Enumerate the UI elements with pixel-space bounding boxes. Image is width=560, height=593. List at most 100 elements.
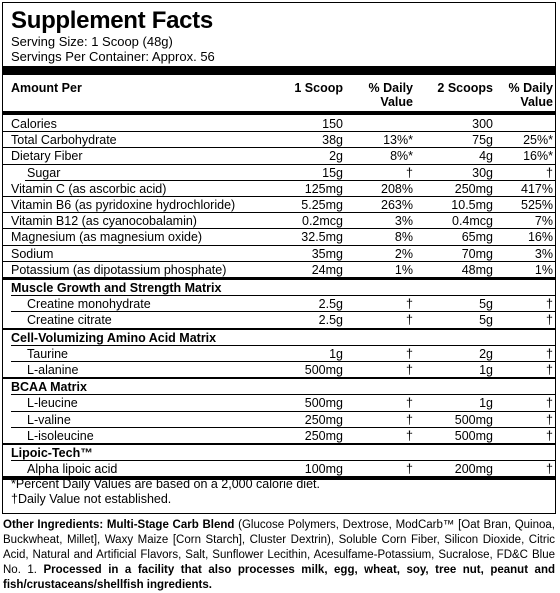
daily-value-2-scoops: 3% [534,246,553,261]
amount-1-scoop: 250mg [304,412,343,427]
amount-2-scoops: 250mg [454,181,493,196]
daily-value-2-scoops: 16%* [523,149,553,164]
daily-value-2-scoops: † [546,428,553,443]
nutrient-name: Total Carbohydrate [11,133,117,148]
daily-value-1-scoop: 2% [394,246,413,261]
section-title: Cell-Volumizing Amino Acid Matrix [11,330,217,345]
amount-2-scoops: 200mg [454,462,493,477]
dv2-header: % Daily Value [508,81,553,109]
section-title: Lipoic-Tech™ [11,446,93,460]
servings-per-container: Servings Per Container: Approx. 56 [11,49,215,64]
amount-1-scoop: 500mg [304,396,343,411]
section-divider [3,443,555,445]
daily-value-2-scoops: 25%* [523,133,553,148]
nutrient-name: Sodium [11,246,54,261]
section-divider [3,476,555,480]
row-divider [3,261,555,262]
daily-value-2-scoops: 1% [534,262,553,277]
nutrient-name: L-alanine [27,363,79,377]
daily-value-2-scoops: 16% [527,230,553,245]
daily-value-1-scoop: 1% [394,262,413,277]
daily-value-1-scoop: † [406,297,413,312]
daily-value-1-scoop: 8%* [390,149,413,164]
daily-value-2-scoops: † [546,396,553,411]
nutrient-name: Taurine [27,346,68,361]
row-divider [3,228,555,229]
nutrient-name: Potassium (as dipotassium phosphate) [11,262,227,277]
footnote-not-established: †Daily Value not established. [11,492,172,506]
row-divider [11,311,555,312]
row-divider [11,460,555,461]
amount-2-scoops: 4g [479,149,493,164]
nutrient-name: Calories [11,117,57,131]
panel-title: Supplement Facts [11,7,213,34]
daily-value-1-scoop: 8% [394,230,413,245]
amount-1-scoop: 500mg [304,363,343,377]
row-divider [11,394,555,395]
daily-value-1-scoop: † [406,428,413,443]
allergen-statement: Processed in a facility that also proces… [3,564,555,591]
row-divider [3,131,555,132]
nutrient-name: Creatine monohydrate [27,297,151,312]
column-header-divider [3,111,555,115]
one-scoop-header: 1 Scoop [294,81,343,95]
amount-2-scoops: 65mg [461,230,493,245]
amount-1-scoop: 250mg [304,428,343,443]
row-divider [3,147,555,148]
amount-2-scoops: 500mg [454,412,493,427]
amount-2-scoops: 300 [472,117,493,131]
daily-value-2-scoops: 525% [521,198,553,212]
amount-2-scoops: 5g [479,297,493,312]
amount-1-scoop: 5.25mg [301,198,343,212]
amount-1-scoop: 15g [322,165,343,180]
daily-value-2-scoops: † [546,412,553,427]
amount-1-scoop: 150 [322,117,343,131]
amount-2-scoops: 2g [479,346,493,361]
section-divider [3,328,555,330]
nutrient-name: Dietary Fiber [11,149,83,164]
nutrient-name: L-valine [27,412,71,427]
daily-value-2-scoops: 7% [534,214,553,229]
header-divider [3,66,555,75]
daily-value-1-scoop: † [406,396,413,411]
daily-value-2-scoops: † [546,313,553,328]
daily-value-2-scoops: 417% [521,181,553,196]
section-title: Muscle Growth and Strength Matrix [11,281,222,295]
daily-value-1-scoop: † [406,346,413,361]
amount-2-scoops: 1g [479,396,493,411]
daily-value-2-scoops: † [546,346,553,361]
nutrient-name: Vitamin B6 (as pyridoxine hydrochloride) [11,198,236,212]
amount-1-scoop: 32.5mg [301,230,343,245]
serving-size: Serving Size: 1 Scoop (48g) [11,34,173,49]
amount-2-scoops: 70mg [461,246,493,261]
amount-2-scoops: 1g [479,363,493,377]
daily-value-1-scoop: † [406,313,413,328]
daily-value-1-scoop: † [406,363,413,377]
amount-1-scoop: 2g [329,149,343,164]
amount-2-scoops: 48mg [461,262,493,277]
nutrient-name: Vitamin B12 (as cyanocobalamin) [11,214,197,229]
row-divider [11,295,555,296]
nutrient-name: Creatine citrate [27,313,112,328]
other-ingredients: Other Ingredients: Multi-Stage Carb Blen… [3,518,555,593]
daily-value-1-scoop: 263% [381,198,413,212]
row-divider [11,427,555,428]
amount-per-header: Amount Per [11,81,82,95]
nutrient-name: Sugar [27,165,61,180]
amount-1-scoop: 24mg [311,262,343,277]
nutrient-name: L-leucine [27,396,78,411]
daily-value-1-scoop: 3% [394,214,413,229]
row-divider [3,245,555,246]
row-divider [11,361,555,362]
amount-1-scoop: 35mg [311,246,343,261]
amount-1-scoop: 100mg [304,462,343,477]
row-divider [11,411,555,412]
amount-2-scoops: 30g [472,165,493,180]
row-divider [11,345,555,346]
amount-1-scoop: 38g [322,133,343,148]
amount-1-scoop: 0.2mcg [302,214,343,229]
daily-value-2-scoops: † [546,462,553,477]
section-divider [3,377,555,379]
footnote-daily-values: *Percent Daily Values are based on a 2,0… [11,477,320,491]
daily-value-2-scoops: † [546,297,553,312]
